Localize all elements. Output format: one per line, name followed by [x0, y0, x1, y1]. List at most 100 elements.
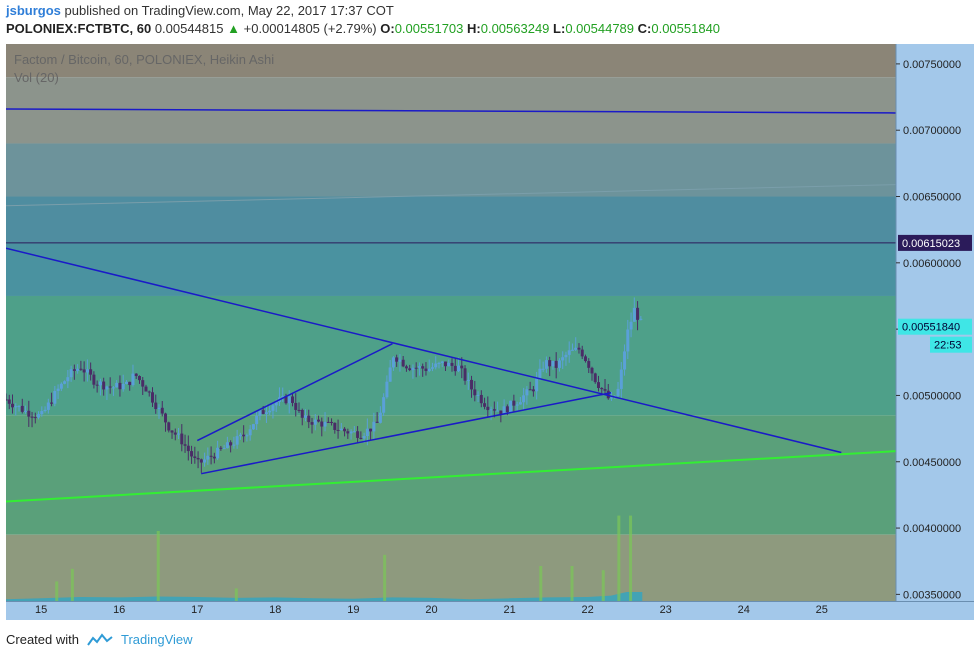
wedge-lower-line	[201, 392, 612, 475]
zone-band-3	[6, 196, 896, 243]
candle-body	[251, 424, 255, 430]
candle-body	[499, 410, 503, 415]
candle-body	[287, 396, 291, 404]
candle-body	[258, 410, 262, 416]
candle-body	[414, 367, 418, 369]
candle-body	[222, 448, 226, 450]
candle-body	[385, 381, 389, 398]
candle-body	[557, 360, 561, 368]
volume-bar-3	[234, 588, 238, 601]
descending-trend-line	[5, 247, 842, 454]
candle-body	[219, 447, 223, 449]
candle-body	[317, 419, 321, 422]
low-label: L:	[553, 21, 566, 36]
candle-body	[206, 455, 210, 460]
candle-body	[180, 433, 184, 445]
candle-body	[297, 409, 301, 411]
candle-body	[378, 412, 382, 423]
support-line	[5, 450, 897, 503]
candle-body	[264, 412, 268, 414]
candle-body	[173, 432, 177, 435]
candle-body	[225, 442, 229, 449]
candle-body	[632, 307, 636, 322]
time-axis-label: 16	[113, 604, 126, 616]
candle-body	[583, 356, 587, 362]
candle-body	[196, 457, 200, 460]
candle-body	[548, 360, 552, 367]
candle-body	[121, 383, 125, 390]
publish-text: published on TradingView.com, May 22, 20…	[60, 3, 394, 18]
candles-group	[4, 297, 643, 473]
wedge-upper-line	[196, 343, 393, 442]
time-axis-label: 20	[425, 604, 438, 616]
candle-body	[63, 381, 67, 384]
candle-body	[333, 422, 337, 430]
price-chart-svg[interactable]: 0.00750000 0.00700000 0.00650000 0.00600000…	[4, 44, 974, 604]
quote-line: POLONIEX:FCTBTC, 60 0.00544815 ▲ +0.0001…	[6, 21, 720, 36]
candle-body	[40, 411, 44, 415]
candle-body	[212, 456, 216, 459]
candle-body	[242, 434, 246, 437]
candle-body	[509, 400, 513, 413]
candle-body	[95, 384, 99, 386]
candle-body	[290, 396, 294, 403]
candle-body	[300, 409, 304, 418]
candle-body	[46, 402, 50, 410]
candle-body	[27, 410, 31, 417]
volume-bar-1	[70, 568, 74, 601]
candle-body	[427, 368, 431, 371]
chart-title: Factom / Bitcoin, 60, POLONIEX, Heikin A…	[14, 52, 275, 67]
candle-body	[307, 415, 311, 423]
candle-body	[115, 382, 119, 388]
candle-body	[30, 416, 34, 418]
countdown-tag	[930, 336, 972, 353]
candle-body	[388, 367, 392, 382]
candle-body	[541, 368, 545, 370]
candle-body	[56, 388, 60, 391]
candle-body	[167, 422, 171, 431]
candle-body	[330, 421, 334, 423]
candle-body	[92, 374, 96, 385]
candle-body	[447, 362, 451, 367]
y-tick-label: 0.00650000	[903, 192, 961, 204]
time-axis-strip[interactable]: 15 16 17 18 19 20 21 22 23 24 25	[6, 601, 974, 620]
time-axis-label: 15	[34, 604, 48, 616]
candle-body	[102, 381, 106, 390]
candle-body	[255, 415, 259, 425]
chart-area[interactable]: 0.00750000 0.00700000 0.00650000 0.00600000…	[4, 44, 974, 620]
candle-body	[496, 410, 500, 412]
candle-body	[515, 404, 519, 406]
candle-body	[76, 368, 80, 371]
candle-body	[574, 347, 578, 350]
candle-body	[304, 415, 308, 418]
time-axis-label: 17	[191, 604, 204, 616]
candle-body	[382, 397, 386, 413]
time-axis-label: 25	[815, 604, 828, 616]
candle-body	[199, 459, 203, 463]
volume-bar-2	[156, 531, 160, 601]
y-tick-label: 0.00600000	[903, 258, 961, 270]
author-username[interactable]: jsburgos	[6, 3, 61, 18]
y-tick-label: 0.00750000	[903, 59, 961, 71]
candle-body	[616, 388, 620, 396]
candle-body	[134, 373, 138, 377]
candle-body	[141, 380, 145, 387]
candle-body	[313, 419, 317, 425]
time-axis-label: 24	[737, 604, 750, 616]
candle-body	[105, 386, 109, 390]
y-tick-label: 0.00350000	[903, 589, 961, 601]
candle-body	[479, 394, 483, 404]
tradingview-logo-icon[interactable]	[87, 632, 113, 647]
y-tick-label: 0.00500000	[903, 390, 961, 402]
close-price-tag	[898, 318, 972, 335]
time-axis-label: 23	[659, 604, 672, 616]
candle-body	[17, 405, 21, 407]
candle-body	[489, 409, 493, 411]
candle-body	[89, 369, 93, 375]
candle-body	[82, 369, 86, 373]
candle-body	[50, 402, 54, 404]
channel-top-line	[5, 184, 897, 207]
high-value: 0.00563249	[480, 21, 550, 36]
tradingview-brand[interactable]: TradingView	[120, 632, 193, 647]
candle-body	[600, 387, 604, 390]
